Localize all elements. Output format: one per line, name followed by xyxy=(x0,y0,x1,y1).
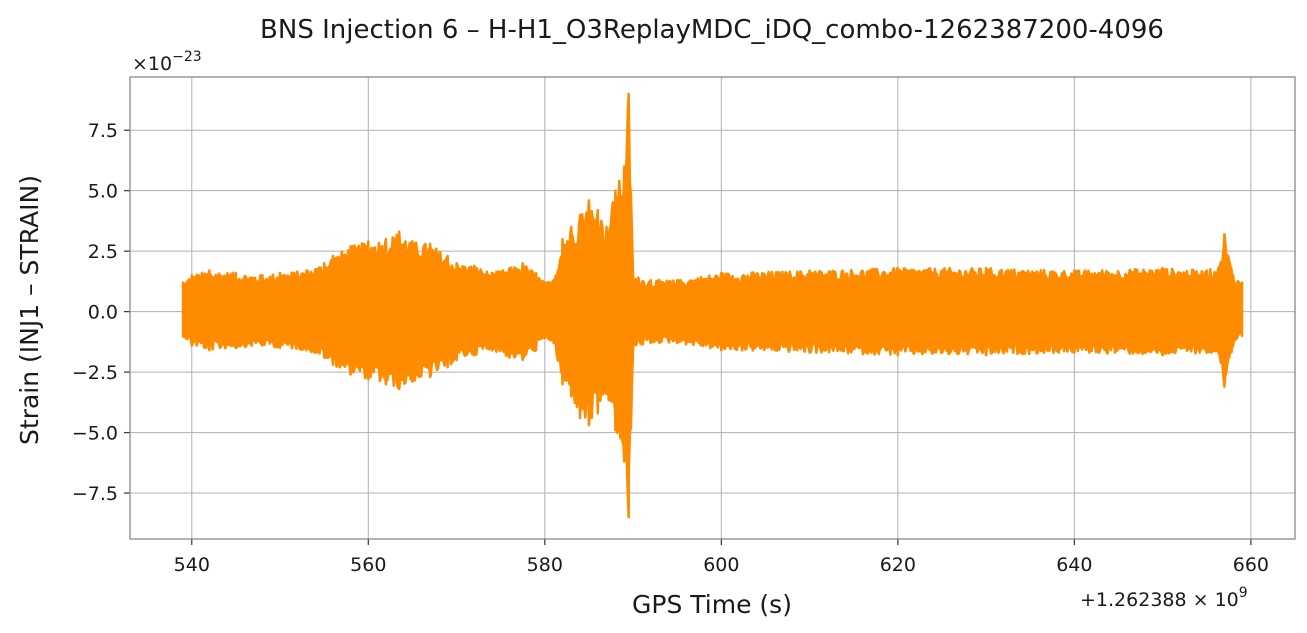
y-axis-scale-label: ×10−23 xyxy=(132,49,202,75)
x-axis-ticks: 540 560 580 600 620 640 660 xyxy=(174,539,1269,576)
y-tick-label: 7.5 xyxy=(88,120,118,142)
y-tick-label: −7.5 xyxy=(72,483,118,505)
x-tick-label: 560 xyxy=(350,554,386,576)
y-tick-label: 5.0 xyxy=(88,181,118,203)
y-axis-ticks: −7.5 −5.0 −2.5 0.0 2.5 5.0 7.5 xyxy=(72,120,130,505)
y-tick-label: −2.5 xyxy=(72,362,118,384)
axes-frame xyxy=(129,76,1296,540)
x-tick-label: 620 xyxy=(880,554,916,576)
x-tick-label: 580 xyxy=(527,554,563,576)
y-axis-title: Strain (INJ1 – STRAIN) xyxy=(15,175,44,445)
x-tick-label: 640 xyxy=(1056,554,1092,576)
strain-series-envelope xyxy=(181,92,1244,519)
x-axis-title: GPS Time (s) xyxy=(632,590,792,619)
y-tick-label: 0.0 xyxy=(88,302,118,324)
y-tick-label: −5.0 xyxy=(72,423,118,445)
chart-title: BNS Injection 6 – H-H1_O3ReplayMDC_iDQ_c… xyxy=(260,15,1164,45)
plot-area xyxy=(181,92,1244,519)
y-tick-label: 2.5 xyxy=(88,241,118,263)
x-tick-label: 660 xyxy=(1233,554,1269,576)
x-axis-offset-label: +1.262388 × 109 xyxy=(1080,585,1248,611)
x-tick-label: 600 xyxy=(703,554,739,576)
x-tick-label: 540 xyxy=(174,554,210,576)
